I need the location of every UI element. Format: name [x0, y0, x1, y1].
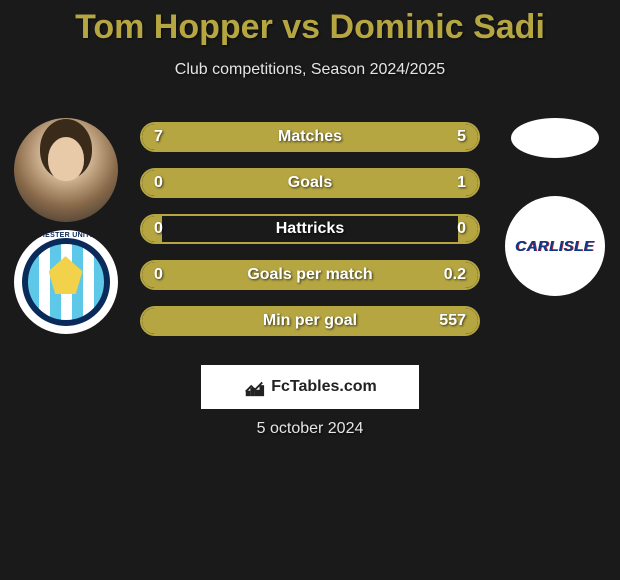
left-player-column: COLCHESTER UNITED FC	[8, 118, 123, 334]
stat-value-right: 1	[457, 170, 466, 196]
stat-value-right: 5	[457, 124, 466, 150]
stat-value-right: 0	[457, 216, 466, 242]
player-right-avatar	[511, 118, 599, 158]
stat-label: Matches	[142, 124, 478, 150]
player-left-club-badge: COLCHESTER UNITED FC	[14, 230, 118, 334]
stat-row-goals-per-match: 0 Goals per match 0.2	[140, 260, 480, 290]
stat-label: Goals	[142, 170, 478, 196]
footer-brand-badge: FcTables.com	[201, 365, 419, 409]
page-title: Tom Hopper vs Dominic Sadi	[0, 0, 620, 47]
stat-label: Hattricks	[142, 216, 478, 242]
stat-label: Goals per match	[142, 262, 478, 288]
stat-value-right: 557	[439, 308, 466, 334]
stat-row-hattricks: 0 Hattricks 0	[140, 214, 480, 244]
stat-row-goals: 0 Goals 1	[140, 168, 480, 198]
stat-value-right: 0.2	[444, 262, 466, 288]
stat-label: Min per goal	[142, 308, 478, 334]
stat-row-matches: 7 Matches 5	[140, 122, 480, 152]
footer-brand-text: FcTables.com	[271, 378, 377, 396]
stats-bars: 7 Matches 5 0 Goals 1 0 Hattricks 0 0 Go…	[140, 122, 480, 352]
player-right-club-text: CARLISLE	[515, 238, 594, 255]
player-left-avatar	[14, 118, 118, 222]
page-subtitle: Club competitions, Season 2024/2025	[0, 61, 620, 79]
player-right-club-badge: CARLISLE	[505, 196, 605, 296]
right-player-column: CARLISLE	[497, 118, 612, 296]
chart-icon	[243, 376, 265, 398]
stat-row-min-per-goal: Min per goal 557	[140, 306, 480, 336]
footer-date: 5 october 2024	[0, 420, 620, 438]
